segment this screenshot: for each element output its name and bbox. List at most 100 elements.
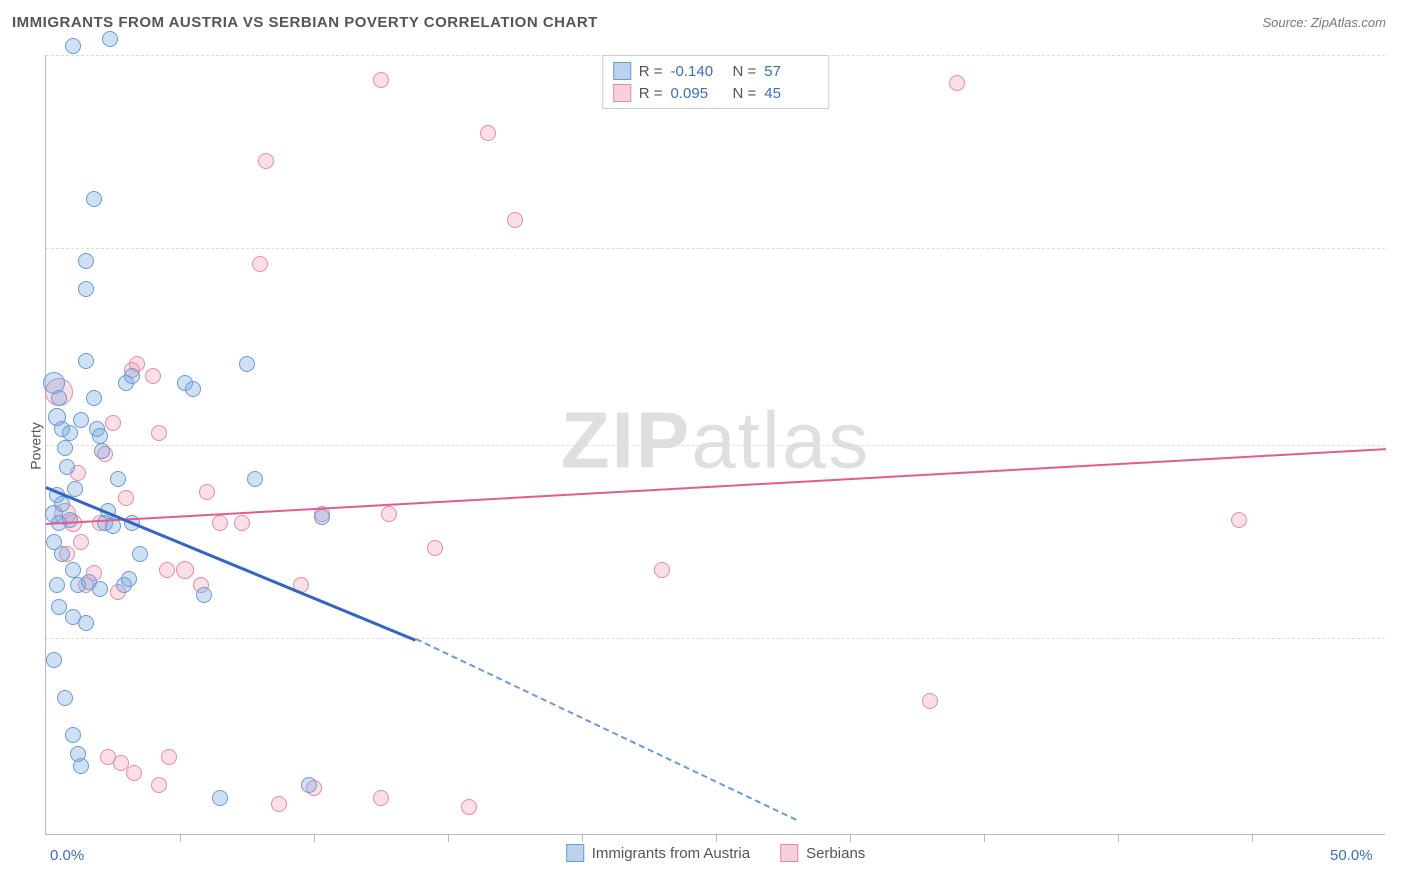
data-point-blue: [65, 38, 81, 54]
data-point-pink: [126, 765, 142, 781]
swatch-pink-icon: [780, 844, 798, 862]
data-point-pink: [118, 490, 134, 506]
data-point-pink: [151, 425, 167, 441]
data-point-blue: [59, 459, 75, 475]
data-point-blue: [54, 546, 70, 562]
data-point-pink: [922, 693, 938, 709]
x-tick: [850, 834, 851, 842]
watermark: ZIPatlas: [561, 394, 870, 486]
series-legend: Immigrants from Austria Serbians: [566, 844, 866, 862]
data-point-blue: [314, 509, 330, 525]
x-tick-label: 50.0%: [1330, 847, 1373, 864]
pink-n-value: 45: [764, 85, 818, 102]
data-point-blue: [247, 471, 263, 487]
data-point-pink: [151, 777, 167, 793]
data-point-pink: [258, 153, 274, 169]
trend-line: [415, 639, 796, 822]
data-point-blue: [92, 581, 108, 597]
pink-r-value: 0.095: [671, 85, 725, 102]
data-point-blue: [57, 440, 73, 456]
plot-area: ZIPatlas R = -0.140 N = 57 R = 0.095 N =…: [45, 55, 1385, 835]
data-point-blue: [86, 390, 102, 406]
trend-line: [46, 486, 417, 641]
data-point-pink: [73, 534, 89, 550]
x-tick: [448, 834, 449, 842]
data-point-pink: [234, 515, 250, 531]
data-point-pink: [271, 796, 287, 812]
x-tick: [582, 834, 583, 842]
data-point-pink: [949, 75, 965, 91]
data-point-pink: [145, 368, 161, 384]
data-point-pink: [427, 540, 443, 556]
gridline-h: [46, 638, 1385, 639]
data-point-pink: [105, 415, 121, 431]
chart-title: IMMIGRANTS FROM AUSTRIA VS SERBIAN POVER…: [12, 14, 598, 31]
data-point-blue: [86, 191, 102, 207]
swatch-blue-icon: [613, 62, 631, 80]
x-tick-label: 0.0%: [50, 847, 84, 864]
data-point-blue: [239, 356, 255, 372]
data-point-pink: [373, 790, 389, 806]
data-point-blue: [78, 281, 94, 297]
data-point-blue: [67, 481, 83, 497]
data-point-blue: [124, 368, 140, 384]
swatch-blue-icon: [566, 844, 584, 862]
source-label: Source: ZipAtlas.com: [1262, 15, 1386, 30]
x-tick: [1118, 834, 1119, 842]
correlation-legend: R = -0.140 N = 57 R = 0.095 N = 45: [602, 55, 830, 109]
x-tick: [180, 834, 181, 842]
data-point-blue: [73, 758, 89, 774]
data-point-blue: [65, 562, 81, 578]
gridline-h: [46, 445, 1385, 446]
data-point-blue: [49, 577, 65, 593]
data-point-blue: [51, 390, 67, 406]
legend-row-pink: R = 0.095 N = 45: [613, 82, 819, 104]
data-point-pink: [507, 212, 523, 228]
data-point-blue: [301, 777, 317, 793]
data-point-pink: [212, 515, 228, 531]
data-point-blue: [185, 381, 201, 397]
data-point-pink: [161, 749, 177, 765]
data-point-pink: [199, 484, 215, 500]
data-point-blue: [196, 587, 212, 603]
x-tick: [314, 834, 315, 842]
trend-line: [46, 448, 1386, 525]
data-point-blue: [110, 471, 126, 487]
data-point-pink: [480, 125, 496, 141]
data-point-pink: [159, 562, 175, 578]
data-point-blue: [54, 496, 70, 512]
data-point-blue: [62, 512, 78, 528]
x-tick: [984, 834, 985, 842]
legend-row-blue: R = -0.140 N = 57: [613, 60, 819, 82]
data-point-blue: [62, 425, 78, 441]
legend-item-pink: Serbians: [780, 844, 865, 862]
data-point-blue: [212, 790, 228, 806]
data-point-blue: [78, 353, 94, 369]
chart-header: IMMIGRANTS FROM AUSTRIA VS SERBIAN POVER…: [0, 0, 1406, 45]
x-tick: [716, 834, 717, 842]
gridline-h: [46, 248, 1385, 249]
data-point-blue: [92, 428, 108, 444]
data-point-blue: [57, 690, 73, 706]
data-point-pink: [252, 256, 268, 272]
data-point-blue: [78, 615, 94, 631]
x-tick: [1252, 834, 1253, 842]
data-point-blue: [102, 31, 118, 47]
blue-r-value: -0.140: [671, 63, 725, 80]
data-point-pink: [373, 72, 389, 88]
y-axis-label: Poverty: [28, 422, 44, 469]
data-point-blue: [121, 571, 137, 587]
data-point-pink: [381, 506, 397, 522]
data-point-blue: [94, 443, 110, 459]
data-point-pink: [176, 561, 194, 579]
data-point-pink: [654, 562, 670, 578]
data-point-pink: [1231, 512, 1247, 528]
legend-item-blue: Immigrants from Austria: [566, 844, 750, 862]
data-point-blue: [46, 652, 62, 668]
data-point-blue: [65, 727, 81, 743]
data-point-pink: [461, 799, 477, 815]
swatch-pink-icon: [613, 84, 631, 102]
data-point-blue: [78, 253, 94, 269]
blue-n-value: 57: [764, 63, 818, 80]
data-point-blue: [132, 546, 148, 562]
